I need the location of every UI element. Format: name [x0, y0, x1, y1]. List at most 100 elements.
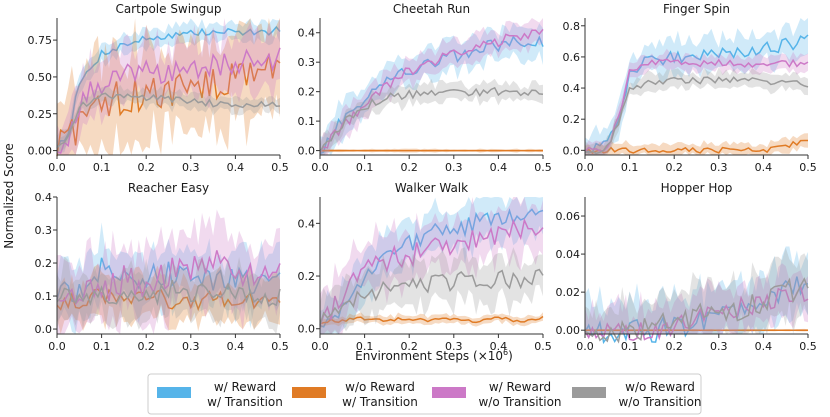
series-band: [57, 18, 280, 156]
series-band: [585, 18, 808, 155]
series-band: [585, 263, 808, 334]
series-line: [56, 92, 281, 149]
x-tick-label: 0.5: [534, 161, 552, 174]
series-band: [57, 222, 280, 334]
y-tick-label: 0.4: [298, 217, 316, 230]
x-tick-label: 0.5: [534, 340, 552, 353]
y-tick-label: 0.4: [563, 82, 581, 95]
legend-swatch: [157, 387, 191, 398]
series-line: [319, 217, 544, 326]
y-tick-label: 0.00: [28, 145, 53, 158]
y-tick-label: 0.2: [563, 113, 581, 126]
series-band: [585, 67, 808, 155]
chart-title: Cartpole Swingup: [115, 2, 221, 16]
legend-label: w/o Transition: [618, 395, 701, 409]
x-axis-label-exponent: 6: [503, 348, 508, 357]
x-tick-label: 0.3: [710, 161, 728, 174]
x-tick-label: 0.1: [93, 340, 111, 353]
x-tick-label: 0.3: [182, 340, 200, 353]
series-band: [57, 264, 280, 334]
y-tick-label: 0.25: [28, 108, 53, 121]
series-line: [584, 277, 809, 344]
y-tick-label: 0.04: [556, 248, 581, 261]
chart-panel: Hopper Hop 0.0 0.1 0.2 0.3 0.4 0.5 0.00 0.02 0.04…: [556, 181, 817, 353]
legend-swatch: [292, 387, 326, 398]
series-line: [319, 35, 544, 155]
legend-label: w/ Reward: [489, 380, 551, 394]
y-tick-label: 0.0: [298, 145, 316, 158]
series-band: [320, 18, 543, 155]
x-tick-label: 0.2: [137, 161, 155, 174]
y-tick-label: 0.75: [28, 34, 53, 47]
y-tick-label: 0.1: [298, 115, 316, 128]
series-band: [320, 78, 543, 155]
series-line: [319, 86, 544, 153]
x-axis-label: Environment Steps (×106): [355, 348, 513, 363]
series-line: [319, 208, 544, 328]
legend-frame: [147, 373, 702, 415]
series-band: [320, 22, 543, 155]
chart-title: Finger Spin: [663, 2, 730, 16]
x-tick-label: 0.2: [665, 161, 683, 174]
y-axis-label: Normalized Score: [2, 143, 16, 248]
series-line: [56, 279, 281, 307]
series-line: [56, 25, 281, 149]
x-tick-label: 0.1: [356, 161, 374, 174]
chart-panels: Cartpole Swingup 0.0 0.1 0.2 0.3 0.4 0.5 0.00 0.…: [28, 2, 817, 353]
x-axis-label-text: Environment Steps: [355, 349, 469, 363]
series-line: [56, 47, 281, 155]
legend-label: w/ Transition: [342, 395, 418, 409]
x-tick-label: 0.2: [400, 340, 418, 353]
chart-title: Walker Walk: [395, 181, 468, 195]
y-tick-label: 0.2: [35, 257, 53, 270]
x-tick-label: 0.4: [490, 340, 508, 353]
x-tick-label: 0.4: [227, 161, 245, 174]
y-tick-label: 0.2: [298, 270, 316, 283]
series-band: [320, 197, 543, 334]
x-tick-label: 0.0: [311, 161, 329, 174]
y-tick-label: 0.4: [35, 191, 53, 204]
x-tick-label: 0.4: [755, 340, 773, 353]
x-axis-label-close: ): [508, 349, 513, 363]
legend-label: w/ Reward: [214, 380, 276, 394]
x-tick-label: 0.0: [48, 161, 66, 174]
y-tick-label: 0.8: [563, 20, 581, 33]
x-tick-label: 0.2: [665, 340, 683, 353]
chart-panel: Cartpole Swingup 0.0 0.1 0.2 0.3 0.4 0.5 0.00 0.…: [28, 2, 289, 174]
series-band: [320, 312, 543, 330]
x-tick-label: 0.5: [799, 161, 817, 174]
series-line: [56, 250, 281, 306]
chart-panel: Reacher Easy 0.0 0.1 0.2 0.3 0.4 0.5 0.0 0.1 0.2 0…: [35, 181, 289, 353]
y-tick-label: 0.02: [556, 286, 581, 299]
legend-label: w/o Transition: [478, 395, 561, 409]
x-tick-label: 0.2: [400, 161, 418, 174]
x-tick-label: 0.4: [227, 340, 245, 353]
series-band: [57, 18, 280, 155]
legend-label: w/ Transition: [207, 395, 283, 409]
series-line: [319, 28, 544, 154]
series-line: [584, 139, 808, 155]
y-tick-label: 0.3: [298, 56, 316, 69]
x-tick-label: 0.4: [755, 161, 773, 174]
legend-swatch: [432, 387, 466, 398]
x-axis-label-unit: (×10: [473, 349, 503, 363]
x-tick-label: 0.3: [445, 161, 463, 174]
x-tick-label: 0.1: [621, 340, 639, 353]
chart-title: Reacher Easy: [128, 181, 209, 195]
chart-title: Cheetah Run: [393, 2, 470, 16]
x-tick-label: 0.2: [137, 340, 155, 353]
x-tick-label: 0.1: [621, 161, 639, 174]
x-tick-label: 0.5: [799, 340, 817, 353]
y-tick-label: 0.1: [35, 290, 53, 303]
y-tick-label: 0.0: [563, 144, 581, 157]
x-tick-label: 0.0: [311, 340, 329, 353]
legend-label: w/o Reward: [345, 380, 415, 394]
x-tick-label: 0.3: [445, 340, 463, 353]
x-tick-label: 0.3: [710, 340, 728, 353]
y-tick-label: 0.3: [35, 224, 53, 237]
x-tick-label: 0.0: [576, 340, 594, 353]
chart-title: Hopper Hop: [661, 181, 733, 195]
x-tick-label: 0.1: [356, 340, 374, 353]
x-tick-label: 0.5: [271, 161, 289, 174]
